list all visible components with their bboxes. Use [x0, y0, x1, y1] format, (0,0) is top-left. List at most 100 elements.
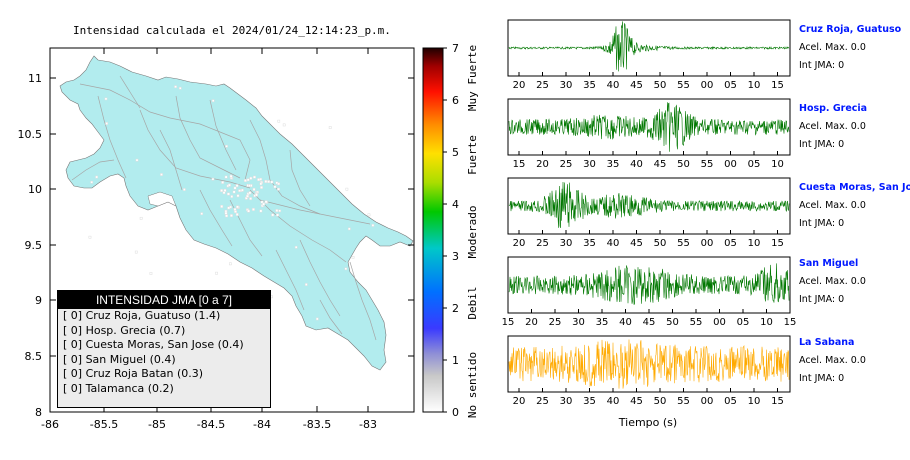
- x-tick-label: -86: [41, 418, 59, 431]
- city-marker: [345, 187, 349, 191]
- city-marker: [347, 227, 351, 231]
- time-tick-label: 55: [677, 80, 690, 91]
- legend-row: [ 0] San Miguel (0.4): [63, 352, 176, 366]
- station-acel: Acel. Max. 0.0: [799, 355, 866, 366]
- station-info: Hosp. Grecia Acel. Max. 0.0 Int JMA: 0: [799, 103, 867, 150]
- map-title: Intensidad calculada el 2024/01/24_12:14…: [73, 24, 391, 37]
- station-int: Int JMA: 0: [799, 139, 845, 150]
- station-name: La Sabana: [799, 337, 855, 348]
- city-marker: [247, 184, 251, 188]
- time-tick-label: 25: [536, 80, 549, 91]
- legend-title: INTENSIDAD JMA [0 a 7]: [58, 291, 270, 309]
- colorbar-category-label: No sentido: [466, 352, 479, 418]
- city-marker: [371, 224, 375, 227]
- city-marker: [270, 180, 274, 184]
- city-marker: [275, 209, 279, 213]
- time-tick-label: 20: [536, 159, 549, 170]
- city-marker: [178, 86, 182, 90]
- y-tick-label: 10: [28, 183, 42, 196]
- colorbar-tick-label: 3: [452, 250, 459, 263]
- legend-row: [ 0] Talamanca (0.2): [63, 381, 174, 395]
- y-tick-label: 8: [35, 406, 42, 419]
- time-tick-label: 00: [724, 159, 737, 170]
- city-marker: [248, 191, 252, 195]
- city-marker: [104, 97, 108, 101]
- colorbar-tick-label: 5: [452, 146, 459, 159]
- city-marker: [276, 213, 279, 217]
- city-marker: [139, 216, 143, 220]
- x-tick-label: -85: [148, 418, 166, 431]
- city-marker: [271, 213, 275, 217]
- y-tick-label: 11: [28, 72, 42, 85]
- city-marker: [215, 271, 218, 275]
- time-tick-label: 30: [583, 159, 596, 170]
- time-tick-label: 00: [701, 238, 714, 249]
- legend-row: [ 0] Cruz Roja, Guatuso (1.4): [63, 309, 221, 322]
- city-marker: [90, 180, 94, 184]
- legend-row: [ 0] Hosp. Grecia (0.7): [63, 323, 186, 337]
- station-acel: Acel. Max. 0.0: [799, 42, 866, 53]
- city-marker: [235, 213, 239, 216]
- time-tick-label: 45: [630, 396, 643, 407]
- time-tick-label: 45: [630, 238, 643, 249]
- city-marker: [225, 144, 228, 148]
- city-marker: [235, 205, 239, 209]
- time-tick-label: 25: [536, 396, 549, 407]
- time-tick-label: 10: [748, 396, 761, 407]
- time-tick-label: 20: [513, 238, 526, 249]
- time-tick-label: 35: [583, 80, 596, 91]
- y-tick-label: 8.5: [25, 350, 43, 363]
- time-tick-label: 50: [654, 80, 667, 91]
- time-tick-label: 10: [748, 238, 761, 249]
- city-marker: [264, 180, 268, 183]
- station-info: Cuesta Moras, San Jose Acel. Max. 0.0 In…: [799, 182, 910, 229]
- time-tick-label: 30: [572, 317, 585, 328]
- time-tick-label: 25: [560, 159, 573, 170]
- city-marker: [200, 212, 204, 216]
- city-marker: [328, 126, 332, 129]
- city-marker: [251, 207, 255, 211]
- city-marker: [225, 214, 229, 218]
- city-marker: [223, 188, 227, 192]
- gulf-shape: [147, 191, 177, 207]
- colorbar-tick-label: 1: [452, 354, 459, 367]
- time-tick-label: 40: [619, 317, 632, 328]
- city-marker: [236, 194, 240, 198]
- time-tick-label: 40: [607, 80, 620, 91]
- city-marker: [221, 180, 225, 184]
- time-tick-label: 40: [607, 238, 620, 249]
- time-tick-label: 40: [630, 159, 643, 170]
- waveform-frame: [507, 256, 791, 314]
- intensity-legend: INTENSIDAD JMA [0 a 7] [ 0] Cruz Roja, G…: [57, 290, 271, 408]
- time-tick-label: 45: [630, 80, 643, 91]
- station-acel: Acel. Max. 0.0: [799, 121, 866, 132]
- time-tick-label: 40: [607, 396, 620, 407]
- x-tick-label: -85.5: [90, 418, 118, 431]
- time-tick-label: 45: [643, 317, 656, 328]
- city-marker: [134, 250, 138, 254]
- time-tick-label: 25: [549, 317, 562, 328]
- time-tick-label: 35: [607, 159, 620, 170]
- time-tick-label: 55: [690, 317, 703, 328]
- time-tick-label: 20: [513, 396, 526, 407]
- city-marker: [183, 188, 186, 191]
- city-marker: [238, 189, 241, 193]
- time-tick-label: 35: [583, 396, 596, 407]
- city-marker: [277, 187, 280, 191]
- city-marker: [105, 122, 108, 125]
- city-marker: [367, 213, 371, 217]
- city-marker: [278, 209, 282, 213]
- time-tick-label: 55: [677, 396, 690, 407]
- station-info: La Sabana Acel. Max. 0.0 Int JMA: 0: [799, 337, 866, 384]
- city-marker: [227, 206, 231, 210]
- y-tick-label: 9: [35, 294, 42, 307]
- city-marker: [247, 209, 251, 213]
- time-tick-label: 35: [596, 317, 609, 328]
- city-marker: [233, 207, 237, 211]
- time-tick-label: 05: [724, 238, 737, 249]
- station-int: Int JMA: 0: [799, 60, 845, 71]
- station-name: Hosp. Grecia: [799, 103, 868, 114]
- city-marker: [229, 214, 233, 218]
- city-marker: [226, 192, 230, 196]
